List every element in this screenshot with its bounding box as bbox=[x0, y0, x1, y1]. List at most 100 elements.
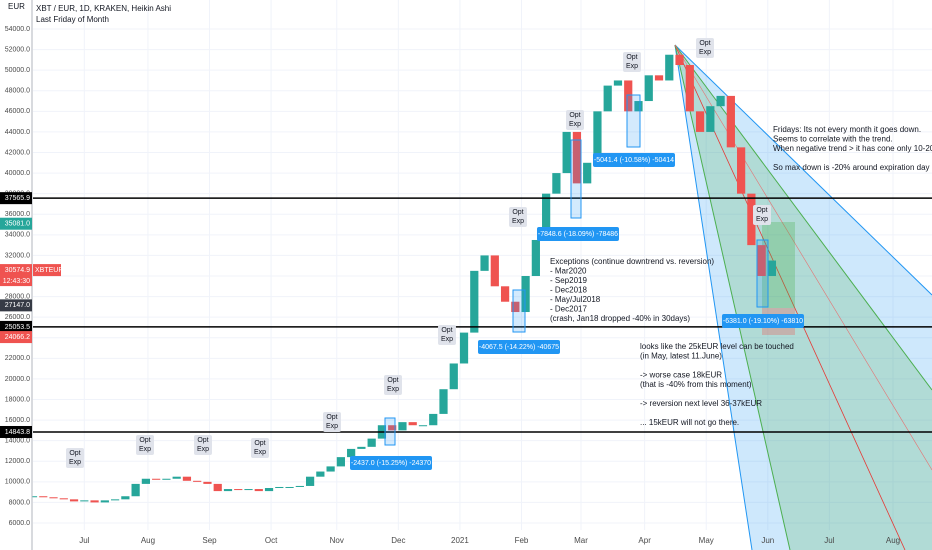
expiry-text: Opt bbox=[139, 437, 150, 444]
measure-range bbox=[756, 239, 769, 308]
countdown: 12:43:30 bbox=[3, 278, 30, 285]
candle bbox=[316, 471, 325, 477]
level-label: 25053.5 bbox=[5, 324, 30, 331]
note-line: - Mar2020 bbox=[550, 267, 587, 276]
candles bbox=[28, 54, 777, 503]
y-tick-label: 10000.0 bbox=[5, 479, 30, 486]
expiry-box bbox=[696, 38, 714, 58]
candle bbox=[531, 239, 540, 277]
y-tick-label: 6000.0 bbox=[9, 520, 31, 527]
measure-range bbox=[570, 139, 582, 219]
x-tick-label: Jul bbox=[79, 536, 89, 545]
y-tick-label: 36000.0 bbox=[5, 211, 30, 218]
note-line: When negative trend > it has cone only 1… bbox=[773, 144, 932, 153]
expiry-text: Opt bbox=[197, 437, 208, 444]
candle bbox=[152, 478, 161, 480]
y-tick-label: 46000.0 bbox=[5, 108, 30, 115]
y-tick-label: 8000.0 bbox=[9, 499, 31, 506]
x-tick-label: Feb bbox=[515, 536, 529, 545]
expiry-text: Opt bbox=[326, 414, 337, 421]
measure-tag bbox=[537, 227, 619, 241]
candle bbox=[193, 480, 202, 482]
y-tick-label: 44000.0 bbox=[5, 129, 30, 136]
note-line: Seems to correlate with the trend. bbox=[773, 135, 893, 144]
candle bbox=[223, 489, 233, 492]
candle bbox=[490, 255, 499, 287]
candle bbox=[737, 147, 746, 194]
candle bbox=[439, 389, 448, 414]
candle bbox=[131, 483, 140, 497]
candle bbox=[675, 54, 684, 66]
expiry-text: Opt bbox=[756, 207, 767, 214]
candle bbox=[685, 65, 694, 112]
measure-label: -2437.0 (-15.25%) -24370 bbox=[351, 460, 431, 467]
expiry-text: Opt bbox=[512, 209, 523, 216]
expiry-text: Exp bbox=[756, 216, 768, 223]
candle bbox=[716, 95, 725, 107]
x-tick-label: Mar bbox=[574, 536, 588, 545]
candle bbox=[347, 448, 356, 458]
symbol: XBTEUR bbox=[35, 267, 63, 274]
candle bbox=[275, 486, 284, 489]
price-tag bbox=[0, 331, 32, 344]
fan-edge bbox=[674, 44, 932, 296]
note-line: So max down is -20% around expiration da… bbox=[773, 163, 932, 172]
y-tick-label: 18000.0 bbox=[5, 396, 30, 403]
y-tick-label: 14000.0 bbox=[5, 438, 30, 445]
price-tag bbox=[0, 299, 32, 312]
chart-title: XBT / EUR, 1D, KRAKEN, Heikin Ashi bbox=[36, 4, 171, 13]
expiry-text: Exp bbox=[569, 121, 581, 128]
symbol-tag bbox=[33, 264, 61, 277]
expiry-box bbox=[623, 52, 641, 72]
candle bbox=[28, 496, 38, 498]
y-tick-label: 16000.0 bbox=[5, 417, 30, 424]
x-tick-label: Jul bbox=[824, 536, 834, 545]
candle bbox=[100, 500, 109, 503]
candle bbox=[644, 75, 653, 102]
candle bbox=[562, 131, 571, 174]
candle bbox=[182, 476, 192, 481]
measure-range bbox=[512, 289, 526, 333]
candle bbox=[357, 446, 366, 449]
currency: EUR bbox=[8, 2, 25, 11]
candle bbox=[295, 485, 304, 487]
candle bbox=[521, 276, 530, 313]
candle bbox=[665, 54, 674, 81]
expiry-text: Opt bbox=[69, 450, 80, 457]
price-label: 35081.0 bbox=[5, 221, 30, 228]
fan-edge bbox=[674, 44, 753, 550]
candle bbox=[624, 80, 633, 112]
price-label: 30574.9 bbox=[5, 267, 30, 274]
note-line: Fridays: Its not every month it goes dow… bbox=[773, 125, 921, 134]
candle bbox=[244, 489, 253, 491]
y-tick-label: 20000.0 bbox=[5, 376, 30, 383]
y-tick-label: 42000.0 bbox=[5, 149, 30, 156]
candle bbox=[80, 500, 89, 502]
note-line: -> reversion next level 36-37kEUR bbox=[640, 399, 762, 408]
expiry-text: Exp bbox=[699, 49, 711, 56]
y-tick-label: 52000.0 bbox=[5, 46, 30, 53]
candle bbox=[388, 425, 397, 431]
x-tick-label: Aug bbox=[141, 536, 155, 545]
expiry-text: Exp bbox=[139, 446, 151, 453]
candle bbox=[326, 466, 335, 472]
candle bbox=[110, 499, 120, 501]
y-tick-label: 40000.0 bbox=[5, 170, 30, 177]
expiry-text: Opt bbox=[254, 440, 265, 447]
candle bbox=[511, 301, 520, 313]
candle bbox=[767, 260, 777, 277]
candle bbox=[470, 270, 479, 333]
candle bbox=[254, 489, 263, 492]
candle bbox=[59, 498, 68, 500]
measure-tag bbox=[350, 456, 432, 470]
note-line: looks like the 25kEUR level can be touch… bbox=[640, 342, 794, 351]
candle bbox=[542, 193, 551, 240]
expiry-box bbox=[753, 205, 771, 225]
y-tick-label: 34000.0 bbox=[5, 232, 30, 239]
candle bbox=[593, 111, 602, 163]
note-line: - May/Jul2018 bbox=[550, 295, 601, 304]
level-tag bbox=[0, 425, 32, 438]
expiry-text: Exp bbox=[441, 336, 453, 343]
candle bbox=[552, 173, 561, 194]
